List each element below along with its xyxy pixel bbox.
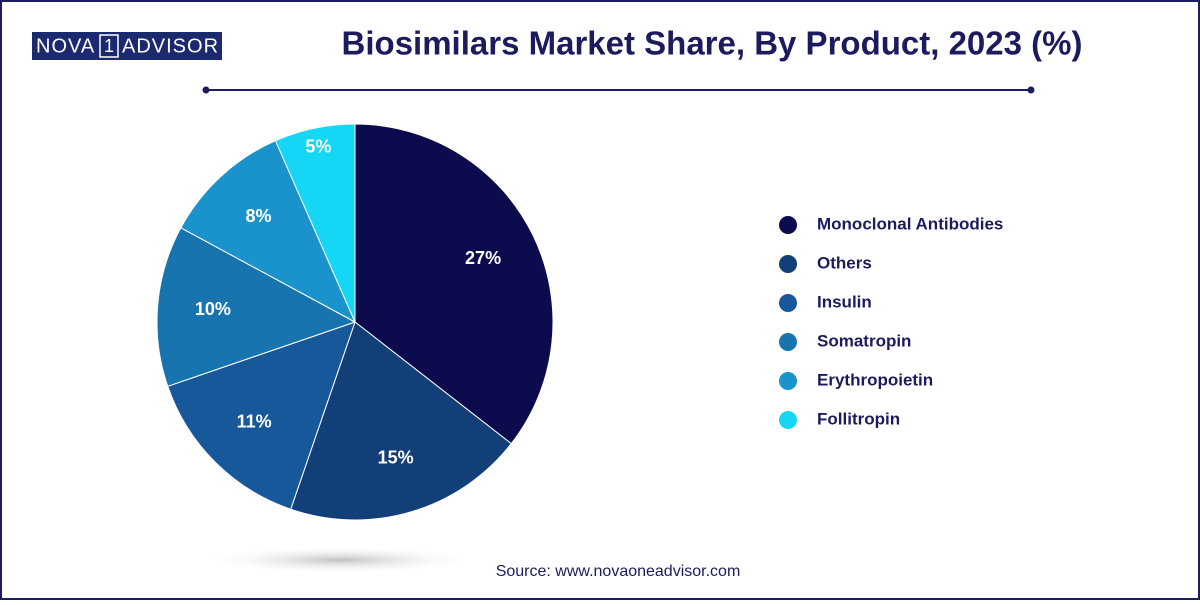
logo-mark-box (99, 34, 119, 58)
pie-slice (274, 123, 356, 323)
logo-text: NOVA (36, 35, 95, 57)
logo-text: 1 (104, 36, 114, 56)
data-label: 11% (237, 412, 272, 432)
data-label: 10% (195, 299, 231, 319)
logo-text: ADVISOR (122, 35, 219, 57)
legend-label: Others (817, 253, 872, 272)
legend-label: Insulin (817, 292, 872, 311)
data-label: 5% (305, 136, 331, 156)
pie-slice (156, 227, 357, 387)
pie-shadow (200, 546, 480, 574)
legend-label: Monoclonal Antibodies (817, 214, 1003, 233)
pie-slice (167, 321, 356, 510)
legend-label: Follitropin (817, 409, 900, 428)
rule-dot (202, 86, 210, 94)
pie-slice (290, 321, 512, 521)
data-label: 27% (465, 248, 501, 268)
legend-label: Somatropin (817, 331, 911, 350)
data-label: 15% (378, 447, 414, 467)
legend-swatch (779, 372, 797, 390)
pie-slice (354, 123, 554, 445)
legend: Monoclonal Antibodies Others Insulin Somatr… (779, 214, 1003, 429)
legend-swatch (779, 216, 797, 234)
source: Source: www.novaoneadvisor.com (496, 563, 741, 580)
legend-swatch (779, 255, 797, 273)
rule-dot (1027, 86, 1035, 94)
pie: 27% 15% 11% 10% 8% 5% (156, 123, 554, 521)
chart-title: Biosimilars Market Share, By Product, 20… (342, 25, 1083, 62)
pie-slice (180, 140, 357, 324)
data-label: 8% (245, 206, 271, 226)
logo-box (32, 32, 222, 60)
legend-swatch (779, 333, 797, 351)
legend-label: Erythropoietin (817, 370, 933, 389)
legend-swatch (779, 411, 797, 429)
legend-swatch (779, 294, 797, 312)
